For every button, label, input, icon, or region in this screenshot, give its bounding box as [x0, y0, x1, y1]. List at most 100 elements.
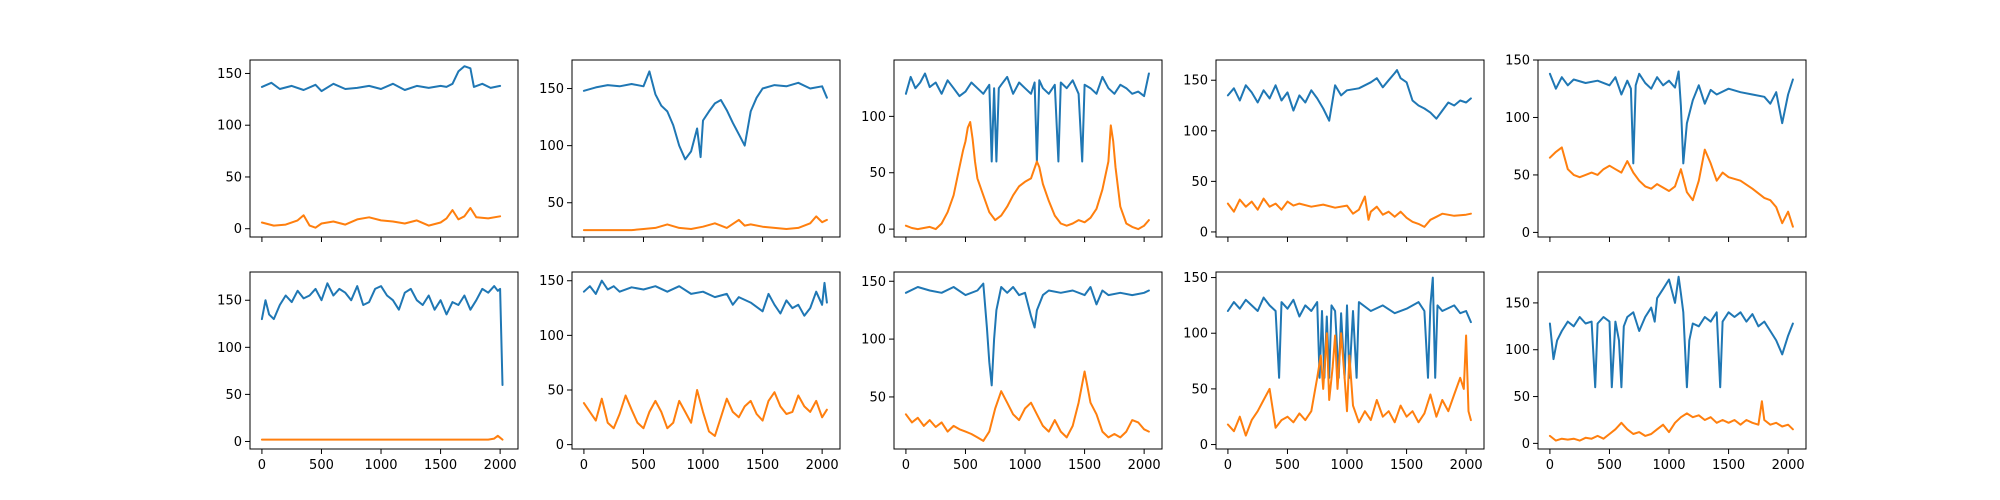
y-tick-label: 150 [861, 275, 886, 290]
series-line-1 [1548, 70, 1794, 165]
series-line-1 [904, 282, 1150, 387]
y-tick-label: 0 [1200, 225, 1208, 240]
x-tick-label: 1500 [424, 458, 457, 473]
x-tick-label: 2000 [1128, 458, 1161, 473]
y-tick-label: 150 [1183, 271, 1208, 286]
x-tick-label: 2000 [1450, 458, 1483, 473]
series-line-2 [1548, 146, 1794, 228]
x-tick-label: 0 [258, 458, 266, 473]
subplot-1: 0 50 100 150 [217, 59, 519, 242]
y-tick-label: 150 [539, 274, 564, 289]
x-tick-label: 500 [1597, 458, 1622, 473]
axes-frame [1537, 59, 1807, 238]
series-line-2 [582, 215, 828, 232]
x-tick-label: 500 [309, 458, 334, 473]
y-tick-label: 50 [547, 196, 564, 211]
x-tick-label: 500 [953, 458, 978, 473]
x-tick-label: 1500 [1390, 458, 1423, 473]
y-tick-label: 0 [1522, 437, 1530, 452]
y-tick-label: 50 [1513, 390, 1530, 405]
series-line-1 [582, 279, 828, 317]
subplot-3: 0 50 100 [861, 59, 1163, 242]
y-tick-label: 50 [225, 388, 242, 403]
y-tick-label: 0 [1200, 438, 1208, 453]
series-line-1 [260, 65, 502, 93]
series-line-1 [904, 72, 1150, 163]
y-tick-label: 100 [217, 341, 242, 356]
x-tick-label: 0 [902, 458, 910, 473]
x-tick-label: 0 [1224, 458, 1232, 473]
y-tick-label: 100 [539, 329, 564, 344]
y-tick-label: 150 [1505, 296, 1530, 311]
y-tick-label: 100 [861, 333, 886, 348]
y-tick-label: 100 [1183, 327, 1208, 342]
y-tick-label: 0 [878, 223, 886, 238]
series-line-2 [904, 121, 1150, 231]
series-line-1 [1226, 69, 1472, 122]
subplot-2: 50 100 150 [539, 59, 841, 242]
y-tick-label: 150 [1505, 54, 1530, 69]
axes-frame [1215, 271, 1485, 450]
y-tick-label: 0 [556, 438, 564, 453]
y-tick-label: 100 [1505, 343, 1530, 358]
y-tick-label: 100 [539, 139, 564, 154]
y-tick-label: 150 [217, 294, 242, 309]
x-tick-label: 0 [1546, 458, 1554, 473]
x-tick-label: 1500 [1068, 458, 1101, 473]
y-tick-label: 0 [234, 222, 242, 237]
y-tick-label: 0 [1522, 226, 1530, 241]
series-line-2 [582, 389, 828, 437]
axes-frame [1537, 271, 1807, 450]
series-line-2 [1548, 400, 1794, 442]
y-tick-label: 50 [869, 390, 886, 405]
x-tick-label: 1000 [1008, 458, 1041, 473]
x-tick-label: 1000 [364, 458, 397, 473]
y-tick-label: 100 [1505, 111, 1530, 126]
x-tick-label: 1500 [746, 458, 779, 473]
y-tick-label: 100 [861, 110, 886, 125]
x-tick-label: 1000 [686, 458, 719, 473]
axes-frame [893, 271, 1163, 450]
series-line-2 [1226, 332, 1472, 437]
y-tick-label: 50 [225, 170, 242, 185]
axes-frame [249, 271, 519, 450]
series-line-2 [260, 434, 504, 441]
y-tick-label: 100 [1183, 124, 1208, 139]
axes-frame [571, 59, 841, 238]
y-tick-label: 100 [217, 119, 242, 134]
axes-frame [1215, 59, 1485, 238]
y-tick-label: 50 [1191, 382, 1208, 397]
x-tick-label: 2000 [1772, 458, 1805, 473]
y-tick-label: 50 [1191, 175, 1208, 190]
subplot-5: 0 50 100 150 [1505, 54, 1807, 242]
x-tick-label: 1000 [1652, 458, 1685, 473]
x-tick-label: 2000 [484, 458, 517, 473]
series-line-1 [582, 70, 828, 161]
x-tick-label: 1000 [1330, 458, 1363, 473]
y-tick-label: 50 [547, 384, 564, 399]
axes-frame [249, 59, 519, 238]
series-line-2 [1226, 195, 1472, 228]
y-tick-label: 150 [217, 67, 242, 82]
series-line-1 [1226, 276, 1472, 379]
axes-frame [893, 59, 1163, 238]
y-tick-label: 50 [1513, 168, 1530, 183]
series-line-2 [260, 207, 502, 229]
y-tick-label: 150 [539, 82, 564, 97]
x-tick-label: 0 [580, 458, 588, 473]
axes-frame [571, 271, 841, 450]
x-tick-label: 500 [1275, 458, 1300, 473]
y-tick-label: 0 [234, 435, 242, 450]
y-tick-label: 150 [1183, 74, 1208, 89]
x-tick-label: 500 [631, 458, 656, 473]
y-tick-label: 50 [869, 166, 886, 181]
series-line-1 [1548, 275, 1794, 389]
series-line-1 [260, 282, 504, 386]
x-tick-label: 2000 [806, 458, 839, 473]
